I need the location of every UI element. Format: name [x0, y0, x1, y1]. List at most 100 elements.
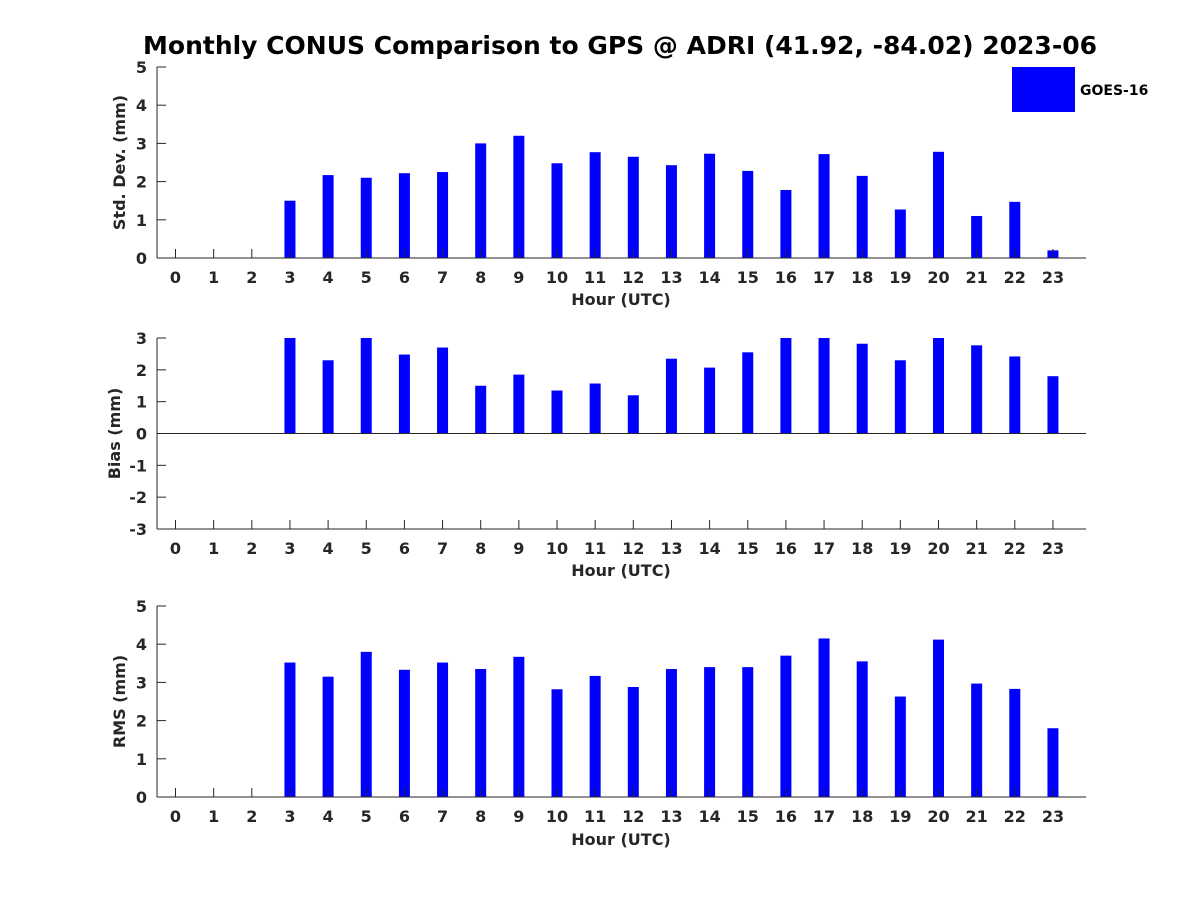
bar-hour-12 [627, 395, 639, 434]
y-axis-label: Std. Dev. (mm) [110, 95, 129, 230]
legend-swatch [1012, 67, 1075, 112]
x-tick-label: 19 [889, 268, 911, 287]
bar-hour-15 [742, 170, 754, 258]
x-tick-label: 14 [698, 807, 720, 826]
bar-hour-13 [665, 669, 677, 797]
x-tick-label: 12 [622, 539, 644, 558]
x-tick-label: 19 [889, 807, 911, 826]
y-tick-label: 1 [136, 393, 147, 412]
y-tick-label: 2 [136, 173, 147, 192]
y-tick-label: 3 [136, 329, 147, 348]
bar-hour-9 [513, 374, 525, 434]
x-tick-label: 4 [323, 268, 334, 287]
bar-hour-9 [513, 135, 525, 258]
x-tick-label: 19 [889, 539, 911, 558]
x-tick-label: 21 [966, 268, 988, 287]
bar-hour-4 [322, 360, 334, 434]
x-tick-label: 11 [584, 539, 606, 558]
x-tick-label: 23 [1042, 539, 1064, 558]
bar-hour-14 [704, 153, 716, 258]
bar-hour-22 [1009, 688, 1021, 797]
x-axis-label: Hour (UTC) [571, 561, 671, 580]
x-tick-label: 6 [399, 539, 410, 558]
x-tick-label: 7 [437, 807, 448, 826]
x-tick-label: 2 [246, 807, 257, 826]
y-axis-label: Bias (mm) [105, 388, 124, 480]
x-axis-label: Hour (UTC) [571, 290, 671, 309]
bar-hour-16 [780, 338, 792, 434]
bar-hour-18 [856, 175, 868, 258]
bar-hour-12 [627, 686, 639, 797]
x-tick-label: 1 [208, 807, 219, 826]
y-tick-label: -3 [129, 520, 147, 539]
x-tick-label: 3 [284, 807, 295, 826]
bar-hour-5 [360, 651, 372, 797]
bar-hour-16 [780, 190, 792, 258]
x-tick-label: 21 [966, 539, 988, 558]
bar-hour-10 [551, 689, 563, 797]
x-tick-label: 15 [737, 539, 759, 558]
y-tick-label: 4 [136, 96, 147, 115]
bar-hour-20 [933, 639, 944, 797]
x-tick-label: 4 [323, 539, 334, 558]
bar-hour-18 [856, 343, 868, 434]
bar-hour-19 [894, 209, 906, 258]
y-tick-label: 1 [136, 211, 147, 230]
x-tick-label: 1 [208, 268, 219, 287]
bar-hour-4 [322, 175, 334, 258]
bar-hour-17 [818, 638, 830, 797]
bar-hour-6 [398, 669, 410, 797]
y-tick-label: 0 [136, 788, 147, 807]
bar-hour-12 [627, 156, 639, 258]
x-tick-label: 0 [170, 539, 181, 558]
x-tick-label: 20 [927, 807, 949, 826]
y-tick-label: 2 [136, 361, 147, 380]
bar-hour-8 [475, 143, 487, 258]
bar-hour-3 [284, 200, 296, 258]
x-tick-label: 23 [1042, 807, 1064, 826]
x-tick-label: 0 [170, 807, 181, 826]
bar-hour-21 [971, 345, 983, 434]
x-tick-label: 9 [513, 539, 524, 558]
bar-hour-7 [437, 172, 449, 258]
y-tick-label: 0 [136, 425, 147, 444]
x-tick-label: 23 [1042, 268, 1064, 287]
x-tick-label: 12 [622, 268, 644, 287]
y-tick-label: 0 [136, 249, 147, 268]
x-tick-label: 16 [775, 539, 797, 558]
bar-hour-15 [742, 352, 754, 434]
x-tick-label: 8 [475, 539, 486, 558]
bar-hour-5 [360, 338, 372, 434]
x-tick-label: 21 [966, 807, 988, 826]
x-tick-label: 20 [927, 268, 949, 287]
bar-hour-23 [1047, 728, 1059, 797]
y-tick-label: 1 [136, 750, 147, 769]
x-axis-label: Hour (UTC) [571, 830, 671, 849]
bar-hour-3 [284, 338, 296, 434]
x-tick-label: 3 [284, 539, 295, 558]
bar-hour-20 [933, 338, 944, 434]
x-tick-label: 18 [851, 807, 873, 826]
x-tick-label: 11 [584, 268, 606, 287]
bar-hour-22 [1009, 356, 1021, 434]
bar-hour-5 [360, 177, 372, 258]
legend: GOES-16 [1012, 67, 1148, 112]
x-tick-label: 22 [1004, 539, 1026, 558]
y-tick-label: 3 [136, 134, 147, 153]
x-tick-label: 14 [698, 268, 720, 287]
x-tick-label: 13 [660, 807, 682, 826]
x-tick-label: 15 [737, 268, 759, 287]
bar-hour-9 [513, 656, 525, 797]
x-tick-label: 17 [813, 268, 835, 287]
y-tick-label: -1 [129, 456, 147, 475]
bar-hour-6 [398, 173, 410, 258]
x-tick-label: 11 [584, 807, 606, 826]
x-tick-label: 1 [208, 539, 219, 558]
bar-hour-11 [589, 152, 601, 258]
x-tick-label: 17 [813, 539, 835, 558]
x-tick-label: 7 [437, 268, 448, 287]
x-tick-label: 4 [323, 807, 334, 826]
bar-hour-4 [322, 676, 334, 797]
